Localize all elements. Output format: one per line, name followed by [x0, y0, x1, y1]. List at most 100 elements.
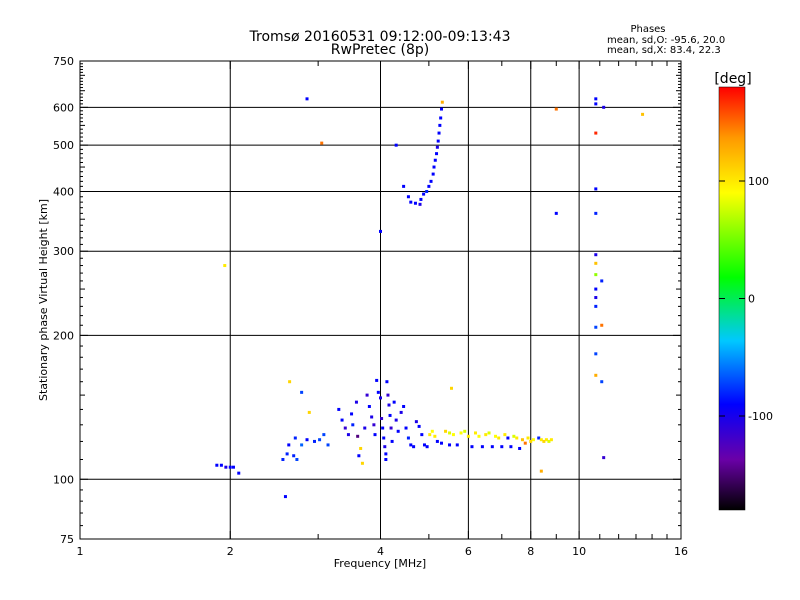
data-point: [523, 441, 527, 445]
data-point: [367, 404, 371, 408]
data-point: [477, 434, 481, 438]
data-point: [372, 423, 376, 427]
data-point: [594, 287, 598, 291]
data-point: [293, 436, 297, 440]
colorbar-label: [deg]: [714, 71, 751, 87]
data-point: [287, 443, 291, 447]
data-point: [451, 433, 455, 437]
data-point: [602, 456, 606, 460]
data-point: [480, 445, 484, 449]
data-point: [554, 211, 558, 215]
chart-title: Tromsø 20160531 09:12:00-09:13:43: [249, 29, 511, 45]
data-point: [375, 378, 379, 382]
data-point: [283, 495, 287, 499]
data-point: [444, 429, 448, 433]
data-point: [440, 100, 444, 104]
data-point: [518, 446, 522, 450]
data-point: [292, 454, 296, 458]
colorbar-ticks: 100 0 -100: [719, 175, 773, 423]
data-point: [305, 438, 309, 442]
data-point: [427, 184, 431, 188]
phase-info-o: mean, sd,O: -95.6, 20.0: [607, 35, 725, 46]
data-point: [594, 296, 598, 300]
data-point: [288, 380, 292, 384]
data-point: [440, 441, 444, 445]
phase-info-heading: Phases: [630, 24, 665, 35]
data-point: [503, 433, 507, 437]
data-point: [356, 434, 360, 438]
data-point: [409, 200, 413, 204]
data-point: [231, 465, 235, 469]
x-axis-label: Frequency [MHz]: [334, 557, 426, 570]
data-point: [384, 452, 388, 456]
data-point: [322, 433, 326, 437]
data-point: [500, 445, 504, 449]
data-point: [340, 418, 344, 422]
data-point: [448, 431, 452, 435]
data-point: [326, 443, 330, 447]
x-tick-label: 1: [77, 545, 84, 558]
data-point: [600, 323, 604, 327]
data-point: [419, 197, 423, 201]
data-point: [373, 433, 377, 437]
data-point: [365, 393, 369, 397]
data-point: [376, 390, 380, 394]
data-point: [594, 261, 598, 265]
data-point: [526, 436, 530, 440]
data-point: [228, 465, 232, 469]
data-point: [448, 443, 452, 447]
y-tick-label: 400: [53, 185, 74, 198]
data-point: [438, 123, 442, 127]
data-point: [350, 412, 354, 416]
data-point: [392, 400, 396, 404]
data-point: [406, 436, 410, 440]
phase-info-x: mean, sd,X: 83.4, 22.3: [607, 45, 721, 56]
data-point: [390, 439, 394, 443]
data-point: [594, 187, 598, 191]
data-point: [414, 420, 418, 424]
data-point: [417, 424, 421, 428]
data-point: [602, 105, 606, 109]
data-point: [484, 433, 488, 437]
colorbar-tick-label: 100: [748, 175, 769, 188]
data-point: [531, 438, 535, 442]
data-point: [594, 253, 598, 257]
data-point: [433, 434, 437, 438]
grid-lines: [80, 61, 681, 539]
data-point: [600, 380, 604, 384]
data-point: [594, 97, 598, 101]
data-point: [431, 172, 435, 176]
data-point: [305, 97, 309, 101]
data-point: [515, 436, 519, 440]
data-point: [594, 102, 598, 106]
data-point: [422, 443, 426, 447]
data-point: [389, 426, 393, 430]
data-point: [404, 426, 408, 430]
data-point: [594, 273, 598, 277]
axis-ticks: 1 2 4 6 8 10 16 75 100 200 300 400 500 600 750: [53, 55, 688, 558]
data-point: [386, 393, 390, 397]
data-point: [594, 352, 598, 356]
data-point: [435, 145, 439, 149]
data-point: [539, 438, 543, 442]
data-point: [455, 443, 459, 447]
data-point: [394, 143, 398, 147]
data-point: [420, 433, 424, 437]
data-point: [430, 429, 434, 433]
data-point: [402, 184, 406, 188]
data-point: [379, 229, 382, 233]
data-point: [470, 445, 474, 449]
data-point: [494, 434, 498, 438]
data-point: [219, 463, 223, 467]
x-tick-label: 4: [377, 545, 384, 558]
data-point: [549, 438, 553, 442]
data-point: [281, 457, 285, 461]
data-point: [307, 410, 311, 414]
data-point: [412, 445, 416, 449]
data-point: [300, 443, 304, 447]
data-point: [506, 436, 510, 440]
data-point: [396, 429, 400, 433]
data-point: [381, 426, 385, 430]
data-point: [387, 403, 391, 407]
data-point: [385, 380, 389, 384]
